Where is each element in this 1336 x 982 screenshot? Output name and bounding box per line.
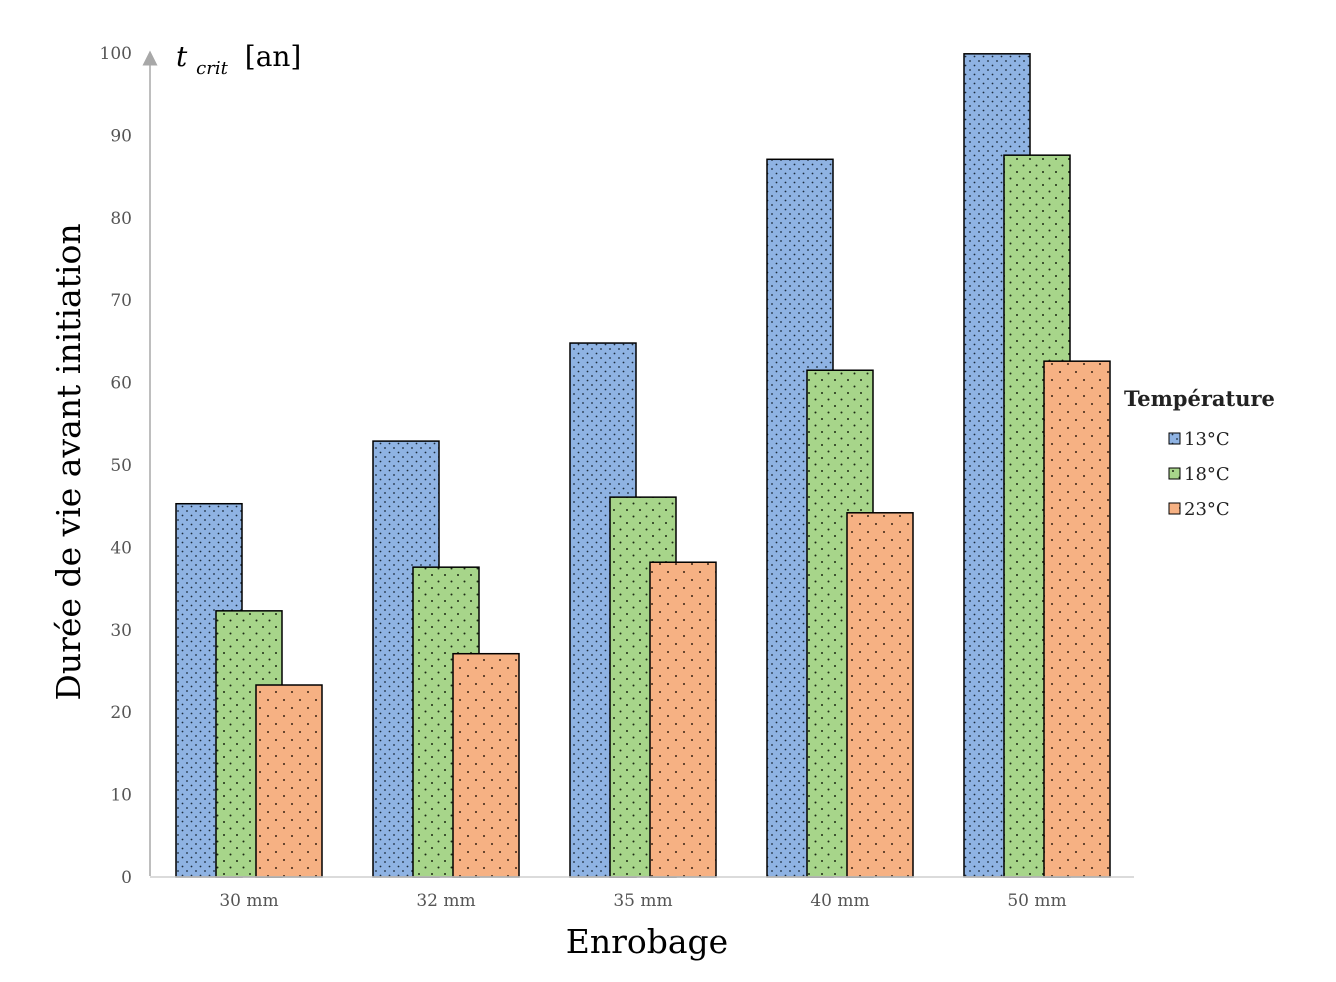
y-tick-label: 80 [110, 209, 132, 229]
y-tick-label: 20 [110, 703, 132, 723]
bar-23C-40mm [846, 512, 914, 878]
bar-23C-35mm [649, 561, 717, 878]
y-tick-label: 10 [110, 786, 132, 806]
bar-23C-50mm [1043, 360, 1111, 878]
y-tick-label: 30 [110, 621, 132, 641]
y-unit-label: t crit [an] [176, 40, 301, 81]
unit-main: t [176, 40, 188, 73]
legend-label: 23°C [1184, 499, 1230, 520]
x-tick-label: 35 mm [613, 891, 672, 911]
legend-swatch [1168, 467, 1181, 480]
legend-swatch [1168, 502, 1181, 515]
legend-swatch [1168, 432, 1181, 445]
x-tick-labels: 30 mm 32 mm 35 mm 40 mm 50 mm [219, 891, 1066, 911]
y-tick-label: 90 [110, 126, 132, 146]
y-tick-label: 40 [110, 538, 132, 558]
legend: Température 13°C 18°C 23°C [1124, 386, 1275, 520]
legend-label: 13°C [1184, 429, 1230, 450]
y-tick-label: 60 [110, 374, 132, 394]
y-tick-label: 0 [121, 868, 132, 888]
x-tick-label: 50 mm [1007, 891, 1066, 911]
bar-23C-30mm [255, 684, 323, 878]
unit-subscript: crit [196, 58, 228, 79]
y-axis-title: Durée de vie avant initiation [49, 223, 88, 700]
x-tick-label: 32 mm [416, 891, 475, 911]
y-tick-label: 50 [110, 456, 132, 476]
legend-title: Température [1124, 386, 1275, 411]
legend-label: 18°C [1184, 464, 1230, 485]
y-tick-label: 70 [110, 291, 132, 311]
bars [175, 53, 1111, 878]
x-tick-label: 40 mm [810, 891, 869, 911]
x-tick-label: 30 mm [219, 891, 278, 911]
x-axis-title: Enrobage [566, 922, 728, 961]
unit-text: [an] [245, 40, 302, 73]
y-tick-label: 100 [100, 44, 132, 64]
bar-23C-32mm [452, 652, 520, 878]
y-tick-labels: 0 10 20 30 40 50 60 70 80 90 100 [100, 44, 132, 888]
